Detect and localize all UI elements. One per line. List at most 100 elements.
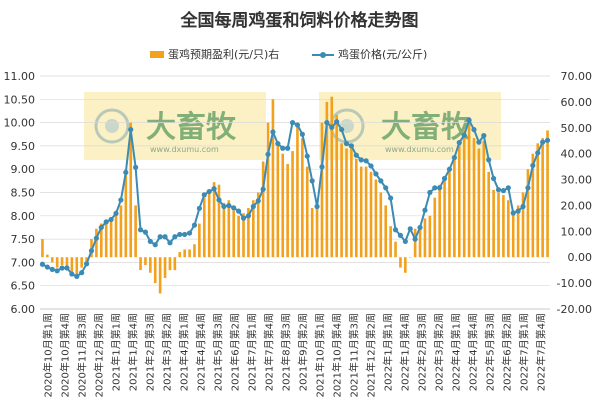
price-point bbox=[128, 126, 134, 133]
price-point bbox=[137, 227, 144, 233]
profit-bar bbox=[374, 179, 378, 258]
profit-bar bbox=[75, 257, 79, 278]
profit-bar bbox=[408, 257, 412, 258]
price-point bbox=[461, 132, 467, 138]
right-tick-label: 40.00 bbox=[561, 148, 593, 161]
profit-bar bbox=[85, 257, 88, 263]
watermark-url: www.dxumu.com bbox=[150, 145, 219, 154]
price-line bbox=[39, 117, 551, 279]
price-point bbox=[388, 195, 394, 201]
price-point bbox=[147, 238, 153, 245]
price-point bbox=[505, 185, 511, 191]
legend-price-label: 鸡蛋价格(元/公斤) bbox=[338, 47, 427, 61]
profit-bar bbox=[418, 226, 422, 258]
profit-bar bbox=[301, 138, 304, 258]
profit-bar bbox=[472, 138, 476, 258]
x-tick-label: 2022年4月第4周 bbox=[467, 313, 480, 391]
profit-bar bbox=[433, 197, 437, 258]
price-point bbox=[437, 185, 443, 191]
price-point bbox=[74, 273, 80, 279]
price-point bbox=[123, 169, 129, 176]
price-point bbox=[240, 215, 247, 221]
price-point bbox=[64, 265, 70, 271]
profit-bar bbox=[369, 171, 373, 258]
price-point bbox=[383, 185, 389, 191]
profit-bar bbox=[70, 257, 74, 273]
price-point bbox=[422, 207, 428, 213]
profit-bar bbox=[65, 257, 69, 268]
price-point bbox=[432, 185, 438, 191]
profit-bar bbox=[95, 228, 98, 258]
price-point bbox=[451, 154, 457, 161]
x-tick-label: 2022年7月第4周 bbox=[535, 313, 548, 391]
profit-bar bbox=[482, 140, 486, 258]
price-point bbox=[338, 126, 345, 133]
legend: 蛋鸡预期盈利(元/只)右 鸡蛋价格(元/公斤) bbox=[150, 47, 427, 61]
profit-bar bbox=[320, 122, 324, 258]
price-point bbox=[186, 230, 193, 236]
watermark-brand: 大畜牧 bbox=[146, 110, 237, 145]
x-tick-label: 2022年2月第3周 bbox=[416, 313, 429, 391]
x-tick-label: 2020年11月第3周 bbox=[76, 313, 89, 398]
profit-bar bbox=[109, 218, 113, 258]
profit-bar bbox=[207, 192, 211, 258]
profit-bar bbox=[315, 202, 319, 258]
profit-bar bbox=[438, 184, 441, 258]
left-tick-label: 10.50 bbox=[4, 93, 36, 106]
profit-bar bbox=[227, 200, 231, 258]
profit-bar bbox=[114, 210, 118, 258]
x-tick-label: 2022年7月第1周 bbox=[518, 313, 531, 391]
right-tick-label: 20.00 bbox=[561, 199, 593, 212]
price-point bbox=[314, 203, 320, 210]
profit-bar bbox=[492, 189, 495, 258]
right-tick-label: 30.00 bbox=[561, 174, 593, 187]
price-point bbox=[103, 219, 109, 225]
profit-bar bbox=[173, 257, 177, 271]
price-point bbox=[265, 151, 271, 157]
price-point bbox=[353, 152, 359, 158]
profit-bars bbox=[41, 96, 549, 294]
profit-bar bbox=[379, 192, 383, 258]
profit-bar bbox=[104, 220, 108, 258]
x-tick-label: 2020年10月第4周 bbox=[59, 313, 72, 398]
profit-bar bbox=[350, 148, 353, 258]
profit-bar bbox=[281, 153, 285, 258]
x-tick-label: 2022年5月第3周 bbox=[484, 313, 497, 391]
price-point bbox=[255, 198, 261, 204]
profit-bar bbox=[178, 252, 182, 258]
price-point bbox=[510, 210, 516, 216]
price-point bbox=[500, 188, 507, 194]
price-point bbox=[250, 203, 256, 210]
price-point bbox=[285, 145, 291, 151]
profit-bar bbox=[443, 176, 446, 258]
profit-bar bbox=[453, 158, 456, 258]
price-point bbox=[481, 133, 487, 139]
price-point bbox=[540, 139, 546, 145]
price-point bbox=[392, 227, 399, 233]
price-point bbox=[412, 236, 418, 242]
left-tick-label: 6.00 bbox=[11, 303, 36, 316]
watermark-logo-icon-core bbox=[105, 119, 119, 133]
x-tick-label: 2022年1月第4周 bbox=[399, 313, 412, 391]
profit-bar bbox=[153, 257, 157, 284]
price-point bbox=[280, 145, 286, 151]
price-point bbox=[211, 186, 217, 192]
x-tick-label: 2021年5月第3周 bbox=[212, 313, 225, 391]
profit-bar bbox=[41, 239, 44, 258]
profit-bar bbox=[99, 223, 103, 258]
price-point bbox=[236, 208, 242, 214]
profit-bar bbox=[80, 257, 83, 268]
price-point bbox=[162, 234, 168, 240]
price-point bbox=[260, 186, 266, 192]
price-point bbox=[402, 238, 408, 245]
x-tick-label: 2020年12月第2周 bbox=[93, 313, 106, 398]
profit-bar bbox=[325, 101, 329, 258]
price-point bbox=[201, 192, 207, 198]
price-point bbox=[142, 229, 149, 235]
price-point bbox=[270, 129, 276, 135]
profit-bar bbox=[163, 257, 167, 278]
price-point bbox=[476, 139, 482, 145]
left-axis: 6.00 6.50 7.00 7.50 8.00 8.50 9.00 9.50 10.00 10.… bbox=[4, 70, 36, 316]
profit-bar bbox=[531, 153, 535, 258]
